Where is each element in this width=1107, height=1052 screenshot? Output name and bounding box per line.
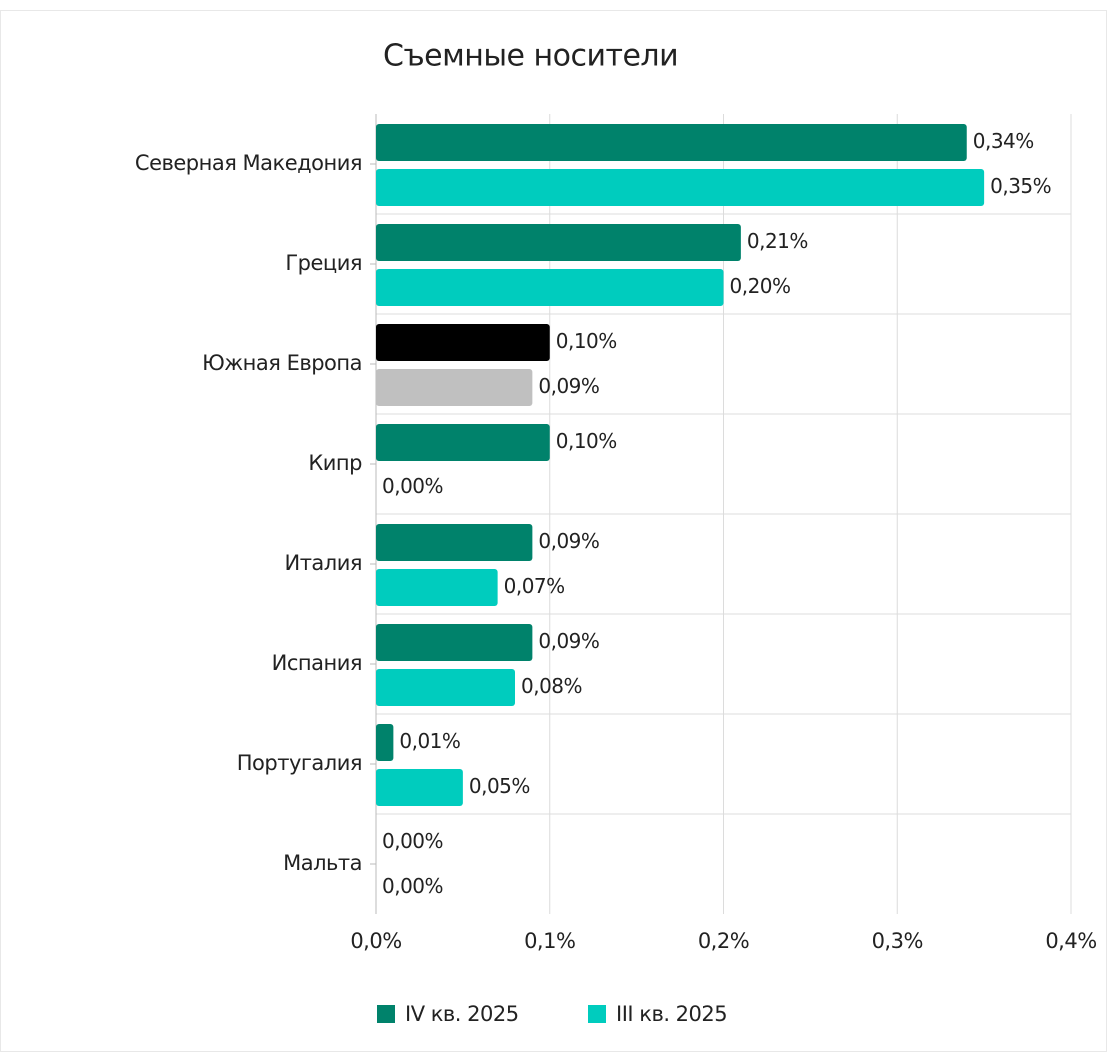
- value-label: 0,09%: [538, 529, 599, 553]
- value-label: 0,00%: [382, 874, 443, 898]
- value-label: 0,20%: [730, 274, 791, 298]
- bar: [376, 624, 533, 661]
- x-tick-label: 0,3%: [872, 929, 923, 953]
- legend-label: IV кв. 2025: [405, 1002, 519, 1026]
- y-tick-label: Северная Македония: [135, 151, 362, 175]
- y-tick-label: Кипр: [308, 451, 362, 475]
- value-label: 0,01%: [399, 729, 460, 753]
- value-label: 0,05%: [469, 774, 530, 798]
- value-label: 0,35%: [990, 174, 1051, 198]
- y-tick-label: Италия: [284, 551, 362, 575]
- x-tick-label: 0,2%: [698, 929, 749, 953]
- bar: [376, 724, 394, 761]
- value-label: 0,00%: [382, 829, 443, 853]
- bar: [376, 124, 967, 161]
- y-tick-label: Португалия: [237, 751, 362, 775]
- y-tick-label: Южная Европа: [202, 351, 362, 375]
- x-tick-label: 0,0%: [350, 929, 401, 953]
- chart-title: Съемные носители: [383, 39, 678, 74]
- bar: [376, 424, 550, 461]
- x-tick-label: 0,1%: [524, 929, 575, 953]
- bar: [376, 669, 515, 706]
- bar: [376, 224, 741, 261]
- value-label: 0,10%: [556, 329, 617, 353]
- value-label: 0,07%: [504, 574, 565, 598]
- value-label: 0,34%: [973, 129, 1034, 153]
- bar: [376, 569, 498, 606]
- y-tick-label: Испания: [272, 651, 362, 675]
- value-label: 0,09%: [538, 629, 599, 653]
- value-label: 0,10%: [556, 429, 617, 453]
- bar: [376, 324, 550, 361]
- legend-swatch: [377, 1005, 395, 1023]
- bar: [376, 169, 985, 206]
- y-tick-label: Греция: [285, 251, 362, 275]
- bar: [376, 769, 463, 806]
- bar: [376, 369, 533, 406]
- x-tick-label: 0,4%: [1045, 929, 1096, 953]
- legend-swatch: [588, 1005, 606, 1023]
- bar: [376, 269, 724, 306]
- y-tick-label: Мальта: [283, 851, 362, 875]
- value-label: 0,21%: [747, 229, 808, 253]
- value-label: 0,00%: [382, 474, 443, 498]
- value-label: 0,08%: [521, 674, 582, 698]
- bar: [376, 524, 533, 561]
- value-label: 0,09%: [538, 374, 599, 398]
- legend-label: III кв. 2025: [616, 1002, 727, 1026]
